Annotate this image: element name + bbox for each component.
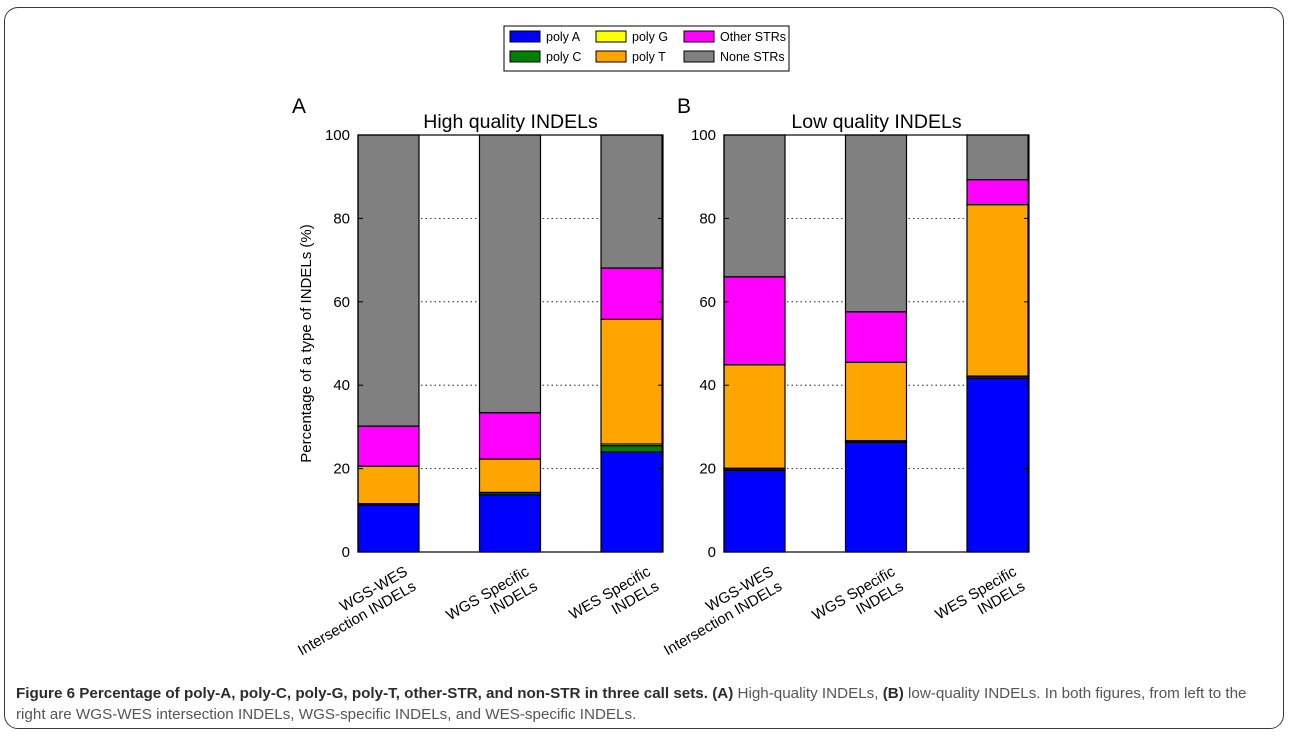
caption-panel-a-text: High-quality INDELs, [733,685,883,702]
chart-title: Low quality INDELs [791,111,961,133]
bar-segment-poly-c [600,445,663,453]
legend-swatch-none-strs [683,50,715,63]
bar-segment-poly-t [723,364,786,469]
bar-segment-other-strs [478,412,542,460]
bar-segment-poly-t [844,361,908,442]
x-tick-label: WGS SpecificINDELs [443,563,541,639]
caption-panel-b-label: (B) [882,685,904,702]
bar-segment-poly-t [357,465,420,505]
x-tick-label: WES SpecificINDELs [566,563,662,638]
bar-segment-none-strs [478,134,542,414]
bar-segment-none-strs [844,134,908,313]
bar-segment-other-strs [600,267,663,320]
bar-segment-poly-a [966,377,1029,553]
x-tick-label: WGS SpecificINDELs [809,563,907,639]
bar-segment-other-strs [357,425,420,467]
panel-label: A [292,95,306,118]
bar-segment-none-strs [600,134,663,269]
bar-segment-none-strs [723,134,786,278]
plot-frame [723,134,1030,553]
bar-segment-poly-t [966,204,1029,377]
caption-panel-b-text: low-quality INDELs. In both figures, fro… [16,685,1247,723]
bar-segment-none-strs [357,134,420,427]
legend-label: poly A [546,30,581,44]
x-tick-label: WGS-WESIntersection INDELs [286,563,419,659]
legend-swatch-poly-c [509,50,541,63]
bar-segment-poly-a [844,441,908,553]
y-tick-label: 100 [691,127,716,144]
y-tick-label: 0 [708,544,716,561]
legend-label: poly C [546,50,581,64]
legend-label: poly G [632,30,668,44]
y-tick-label: 0 [342,544,350,561]
bar-segment-none-strs [966,134,1029,181]
legend: poly A poly G Other STRs poly C poly T None S… [503,25,790,72]
y-tick-label: 80 [699,210,716,227]
bar-segment-poly-a [357,504,420,553]
panel-b-chart: 0 20 40 60 80 100 Low quality INDELs B WGS-WESIn… [652,95,1030,659]
x-tick-label: WGS-WESIntersection INDELs [652,563,785,659]
legend-swatch-poly-t [595,50,627,63]
bar-segment-poly-a [723,469,786,553]
y-tick-label: 60 [699,294,716,311]
caption-title: Figure 6 Percentage of poly-A, poly-C, p… [16,685,708,702]
legend-swatch-other-strs [683,30,715,43]
bar-segment-poly-a [600,451,663,553]
caption-panel-a-label: (A) [712,685,734,702]
figure-frame [4,7,1284,729]
legend-label: None STRs [720,50,785,64]
y-tick-label: 80 [333,210,350,227]
bar-segment-poly-t [600,318,663,445]
y-tick-label: 40 [333,377,350,394]
x-tick-label: WES SpecificINDELs [932,563,1028,638]
y-tick-label: 40 [699,377,716,394]
legend-label: poly T [632,50,666,64]
bar-segment-poly-t [478,458,542,493]
panel-label: B [677,95,691,118]
figure-caption: Figure 6 Percentage of poly-A, poly-C, p… [16,683,1278,725]
legend-box [503,25,790,72]
y-tick-label: 60 [333,294,350,311]
bar-segment-poly-a [478,494,542,553]
y-tick-label: 100 [325,127,350,144]
y-tick-label: 20 [333,461,350,478]
legend-swatch-poly-a [509,30,541,43]
plot-frame [357,134,664,553]
y-axis-label: Percentage of a type of INDELs (%) [298,224,315,462]
bar-segment-other-strs [844,311,908,363]
bar-segment-other-strs [966,179,1029,206]
legend-swatch-poly-g [595,30,627,43]
chart-title: High quality INDELs [423,111,598,133]
panel-a-chart: 0 20 40 60 80 100 High quality INDELs A Percenta… [286,95,664,659]
bar-segment-other-strs [723,276,786,366]
y-tick-label: 20 [699,461,716,478]
legend-label: Other STRs [720,30,786,44]
